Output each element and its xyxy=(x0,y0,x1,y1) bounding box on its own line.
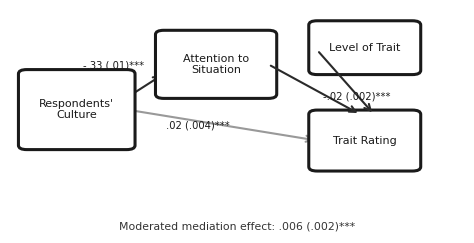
Text: -.02 (.002)***: -.02 (.002)*** xyxy=(323,92,390,102)
FancyBboxPatch shape xyxy=(155,30,277,98)
Text: Attention to
Situation: Attention to Situation xyxy=(183,53,249,75)
Text: .02 (.004)***: .02 (.004)*** xyxy=(165,120,229,130)
Text: Respondents'
Culture: Respondents' Culture xyxy=(39,99,114,120)
Text: Moderated mediation effect: .006 (.002)***: Moderated mediation effect: .006 (.002)*… xyxy=(119,221,355,231)
FancyBboxPatch shape xyxy=(309,110,421,171)
Text: Level of Trait: Level of Trait xyxy=(329,43,401,53)
FancyBboxPatch shape xyxy=(309,21,421,75)
Text: -.33 (.01)***: -.33 (.01)*** xyxy=(83,61,145,70)
Text: Trait Rating: Trait Rating xyxy=(333,136,397,146)
FancyBboxPatch shape xyxy=(18,69,135,150)
